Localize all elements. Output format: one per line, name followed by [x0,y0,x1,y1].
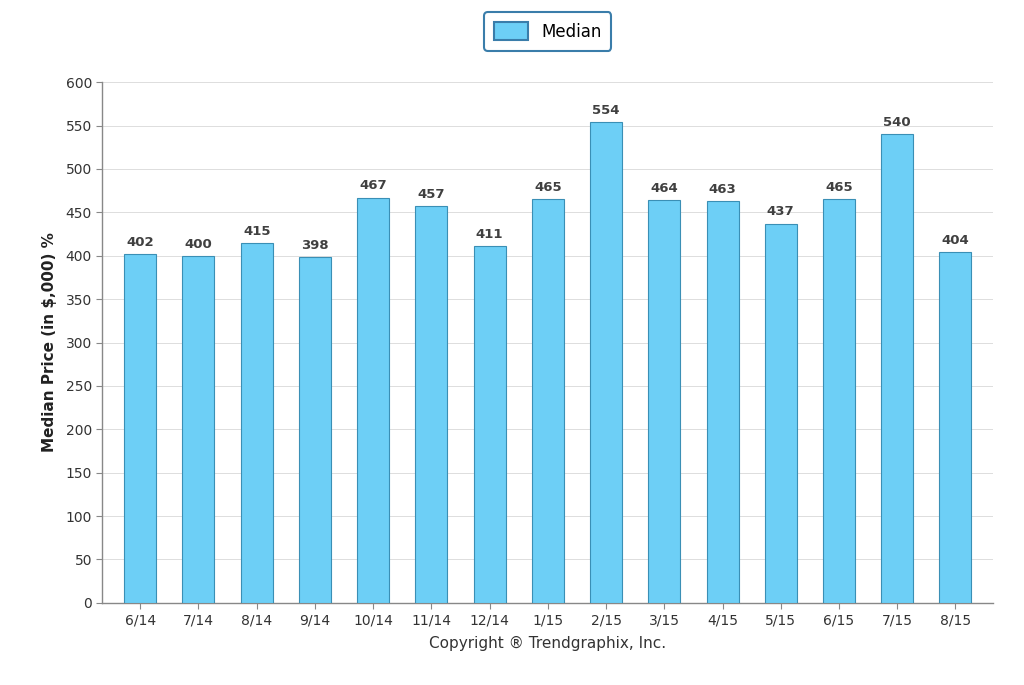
Bar [823,199,855,603]
Text: 464: 464 [650,182,678,195]
Text: 404: 404 [941,234,970,247]
Bar [124,254,157,603]
X-axis label: Copyright ® Trendgraphix, Inc.: Copyright ® Trendgraphix, Inc. [429,636,667,651]
Text: 457: 457 [418,188,445,201]
Text: 411: 411 [476,228,504,241]
Bar [241,242,272,603]
Bar [648,200,680,603]
Bar [707,201,738,603]
Text: 465: 465 [535,181,561,194]
Y-axis label: Median Price (in $,000) %: Median Price (in $,000) % [42,233,57,452]
Bar [473,246,506,603]
Bar [182,256,214,603]
Bar [299,258,331,603]
Text: 415: 415 [243,225,270,238]
Bar [531,199,564,603]
Text: 437: 437 [767,206,795,219]
Bar [416,206,447,603]
Bar [590,122,623,603]
Text: 463: 463 [709,183,736,196]
Text: 540: 540 [884,116,911,129]
Bar [882,134,913,603]
Text: 400: 400 [184,238,212,251]
Text: 554: 554 [592,104,620,117]
Text: 467: 467 [359,179,387,192]
Bar [357,197,389,603]
Text: 465: 465 [825,181,853,194]
Bar [765,223,797,603]
Text: 398: 398 [301,239,329,252]
Text: 402: 402 [126,236,154,249]
Legend: Median: Median [484,12,611,51]
Bar [939,252,972,603]
